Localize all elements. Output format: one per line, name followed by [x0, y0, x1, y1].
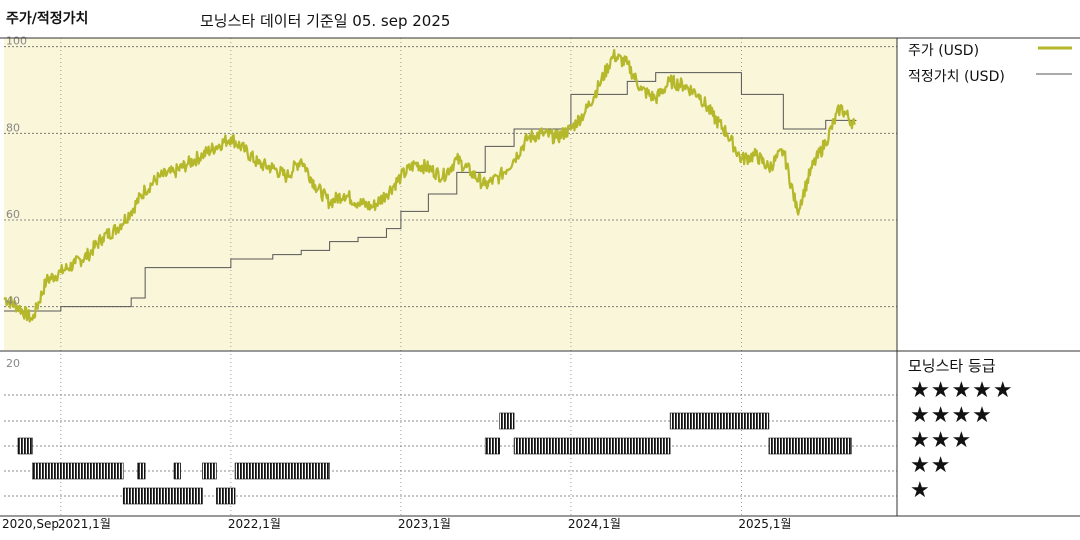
x-tick-label: 2020,Sep [2, 517, 59, 531]
stars-4-label: ★★★★ [910, 403, 993, 428]
rating-bar [137, 462, 146, 480]
rating-bar [669, 412, 770, 430]
fair-value-line [4, 72, 857, 312]
rating-bars [17, 412, 852, 505]
rating-bar [513, 437, 671, 455]
rating-bar [173, 462, 181, 480]
y-tick-label: 80 [6, 121, 20, 134]
y-tick-label: 100 [6, 35, 27, 48]
chart-title: 주가/적정가치 [6, 11, 89, 27]
legend-fair-label: 적정가치 (USD) [908, 69, 1005, 85]
rating-bar [768, 437, 852, 455]
rating-bar [216, 487, 236, 505]
rating-bar [234, 462, 330, 480]
y-tick-label: 40 [6, 295, 20, 308]
series-lines [3, 48, 857, 323]
rating-title: 모닝스타 등급 [908, 357, 996, 375]
rating-bar [202, 462, 217, 480]
x-tick-label: 2021,1월 [58, 517, 111, 531]
price-line [3, 48, 856, 323]
y-tick-label: 60 [6, 208, 20, 221]
stars-2-label: ★★ [910, 453, 952, 478]
rating-bar [32, 462, 124, 480]
rating-bar [122, 487, 203, 505]
rating-bar [499, 412, 515, 430]
rating-y-tick-label: 20 [6, 357, 20, 370]
stars-1-label: ★ [910, 478, 931, 503]
chart-subtitle: 모닝스타 데이터 기준일 05. sep 2025 [200, 12, 451, 30]
x-tick-label: 2024,1월 [568, 517, 621, 531]
x-tick-label: 2023,1월 [398, 517, 451, 531]
x-tick-label: 2022,1월 [228, 517, 281, 531]
rating-bar [17, 437, 33, 455]
x-tick-label: 2025,1월 [738, 517, 791, 531]
stars-3-label: ★★★ [910, 428, 973, 453]
rating-bar [484, 437, 500, 455]
legend-price-label: 주가 (USD) [908, 43, 980, 59]
stars-5-label: ★★★★★ [910, 378, 1014, 403]
